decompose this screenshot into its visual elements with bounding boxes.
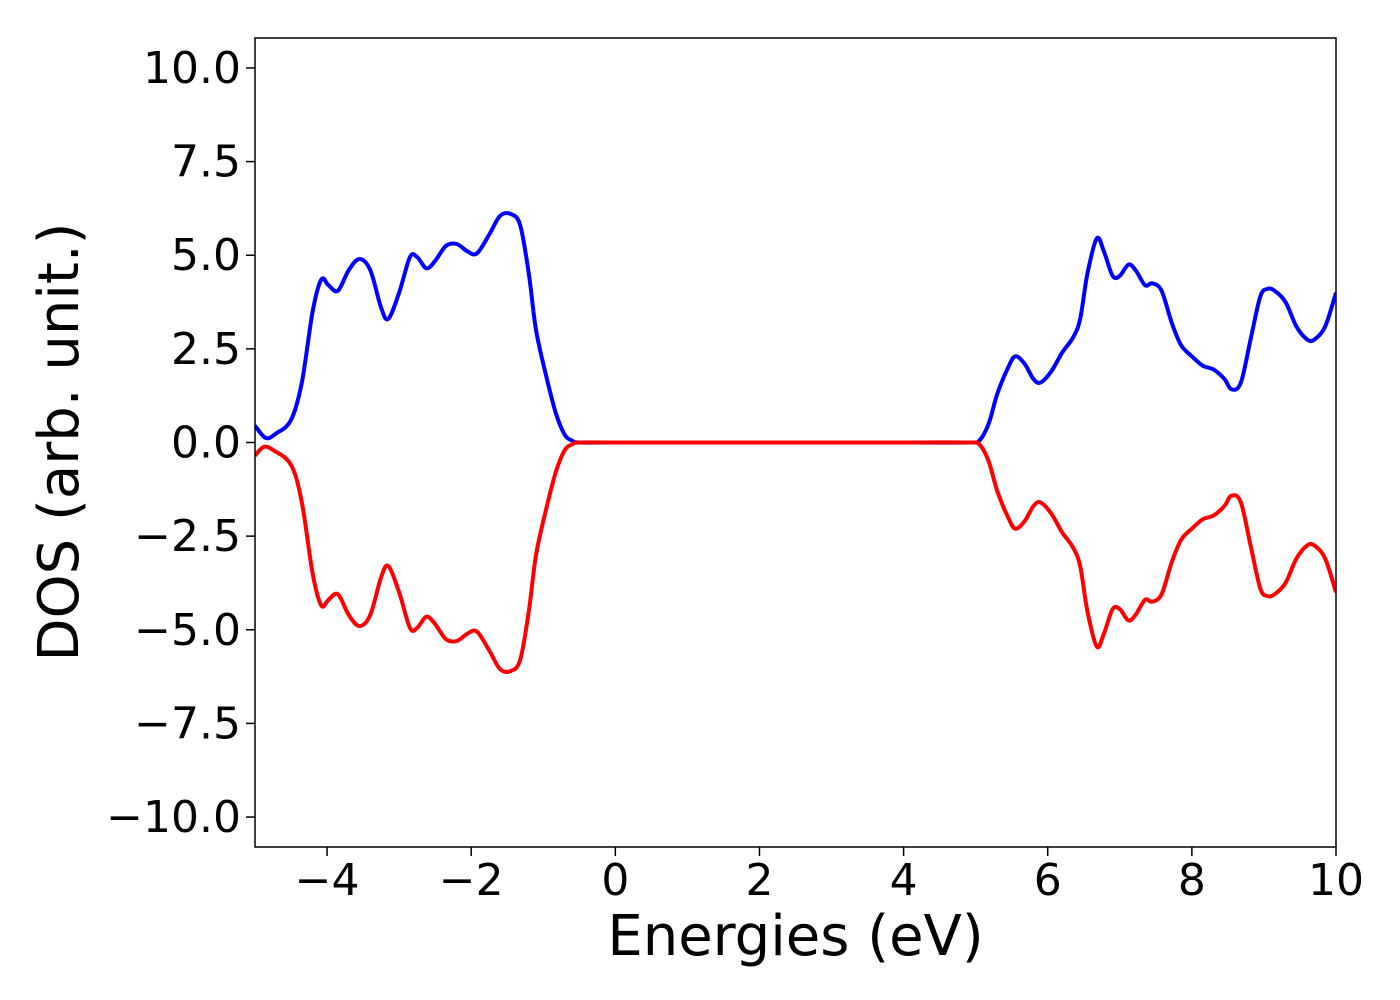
x-tick-label: −2 bbox=[439, 855, 504, 906]
y-tick-label: 7.5 bbox=[171, 137, 241, 188]
y-axis-label: DOS (arb. unit.) bbox=[27, 222, 92, 661]
x-tick-label: 2 bbox=[745, 855, 773, 906]
x-tick-label: 4 bbox=[890, 855, 918, 906]
series-layer bbox=[255, 211, 1336, 674]
y-tick-label: 0.0 bbox=[171, 418, 241, 469]
y-tick-label: 5.0 bbox=[171, 230, 241, 281]
series-line-2 bbox=[255, 440, 1336, 674]
x-tick-label: 8 bbox=[1178, 855, 1206, 906]
y-tick-label: 10.0 bbox=[143, 43, 241, 94]
y-axis-ticks: 10.0 7.5 5.0 2.5 0.0 −2.5 −5.0 −7.5 −10.0 bbox=[106, 43, 255, 843]
x-tick-label: 6 bbox=[1034, 855, 1062, 906]
y-tick-label: −10.0 bbox=[106, 792, 241, 843]
y-tick-label: 2.5 bbox=[171, 324, 241, 375]
x-tick-label: −4 bbox=[295, 855, 360, 906]
x-axis-label: Energies (eV) bbox=[607, 904, 983, 969]
x-axis-ticks: −4 −2 0 2 4 6 8 10 bbox=[295, 847, 1364, 906]
y-tick-label: −7.5 bbox=[134, 698, 241, 749]
y-tick-label: −5.0 bbox=[134, 605, 241, 656]
x-tick-label: 0 bbox=[601, 855, 629, 906]
x-tick-label: 10 bbox=[1308, 855, 1364, 906]
series-line-1 bbox=[255, 211, 1336, 445]
y-tick-label: −2.5 bbox=[134, 511, 241, 562]
